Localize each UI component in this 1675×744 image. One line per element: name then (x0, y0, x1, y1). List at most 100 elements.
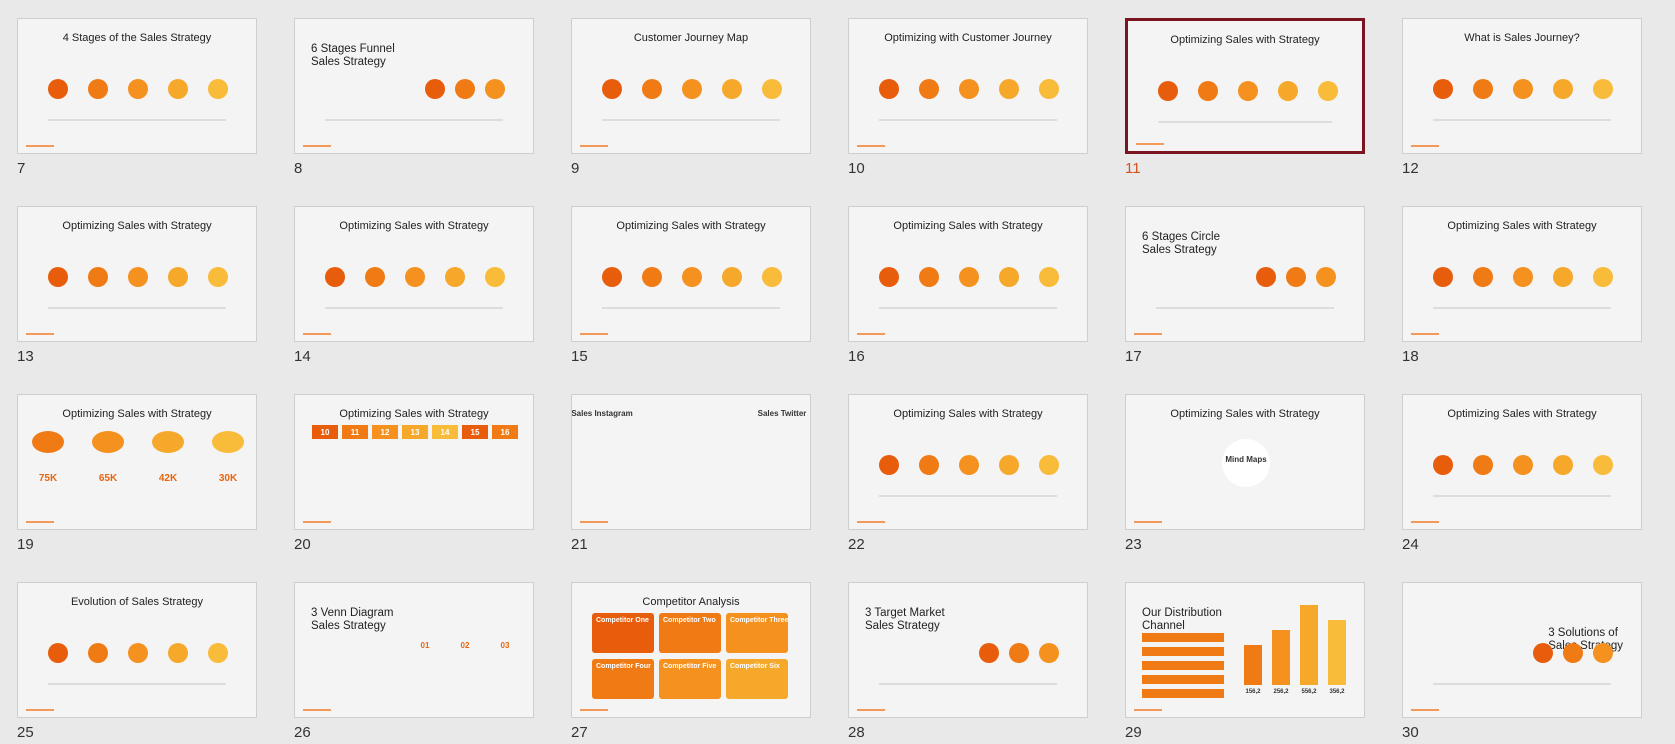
list-item (1142, 633, 1224, 642)
slide-title: Optimizing Sales with Strategy (62, 220, 212, 232)
slide-label: 03 (500, 641, 510, 650)
slide-thumbnail[interactable]: Sales Instagram Sales Twitter (571, 394, 811, 530)
header-cell (342, 425, 368, 439)
slide-thumbnail[interactable]: Optimizing Sales with Strategy (294, 206, 534, 342)
competitor-box: Competitor Five (659, 659, 721, 699)
decor-shape (1513, 267, 1533, 287)
footer-mark (1411, 145, 1439, 147)
decor-shape (455, 79, 475, 99)
slide-label: 02 (460, 641, 470, 650)
slide-thumbnail[interactable]: Optimizing Sales with Strategy (848, 394, 1088, 530)
slide-number: 23 (1125, 536, 1142, 553)
slide-thumbnail[interactable]: 3 Target Market Sales Strategy (848, 582, 1088, 718)
slide-title: 4 Stages of the Sales Strategy (62, 32, 212, 44)
decor-shape (1513, 79, 1533, 99)
slide-thumbnail[interactable]: Optimizing Sales with Strategy 10 11 12 13 14… (294, 394, 534, 530)
decor-line (1158, 121, 1332, 123)
pie-icon (152, 431, 184, 453)
slide-thumbnail[interactable]: What is Sales Journey? (1402, 18, 1642, 154)
footer-mark (303, 333, 331, 335)
header-cell (492, 425, 518, 439)
list-item (1142, 689, 1224, 698)
slide-thumbnail[interactable]: Optimizing Sales with Strategy (1402, 206, 1642, 342)
slide-thumbnail[interactable]: Evolution of Sales Strategy (17, 582, 257, 718)
decor-shape (1593, 643, 1613, 663)
footer-mark (303, 521, 331, 523)
footer-mark (303, 145, 331, 147)
header-cell (462, 425, 488, 439)
slide-thumbnail[interactable]: Competitor Analysis Competitor One Competi… (571, 582, 811, 718)
decor-shape (879, 455, 899, 475)
header-cell (372, 425, 398, 439)
slide-thumbnail[interactable]: 3 Solutions of Sales Strategy (1402, 582, 1642, 718)
footer-mark (26, 333, 54, 335)
slide-label: Mind Maps (1225, 455, 1267, 464)
list-item (1142, 675, 1224, 684)
decor-line (48, 307, 226, 309)
decor-shape (919, 267, 939, 287)
slide-label: 10 (320, 428, 330, 437)
slide-label: 65K (98, 473, 118, 484)
slide-thumbnail[interactable]: Optimizing Sales with Strategy 75K 65K 42K 3… (17, 394, 257, 530)
slide-title: Our Distribution Channel (1142, 607, 1222, 633)
decor-shape (1533, 643, 1553, 663)
title-line: 3 Venn Diagram (311, 607, 394, 619)
decor-shape (88, 643, 108, 663)
slide-label: 11 (350, 428, 360, 437)
decor-shape (1198, 81, 1218, 101)
decor-shape (959, 79, 979, 99)
competitor-label: Competitor Two (663, 617, 716, 624)
slide-number: 18 (1402, 348, 1419, 365)
decor-shape (1473, 79, 1493, 99)
slide-thumbnail[interactable]: Optimizing Sales with Strategy (1125, 18, 1365, 154)
slide-number: 13 (17, 348, 34, 365)
slide-label: 16 (500, 428, 510, 437)
slide-thumbnail[interactable]: Optimizing Sales with Strategy Mind Maps (1125, 394, 1365, 530)
slide-thumbnail[interactable]: Optimizing with Customer Journey (848, 18, 1088, 154)
decor-shape (208, 79, 228, 99)
slide-title: Optimizing Sales with Strategy (893, 408, 1043, 420)
title-line: Channel (1142, 620, 1185, 632)
footer-mark (1411, 521, 1439, 523)
competitor-label: Competitor One (596, 617, 649, 624)
decor-shape (405, 267, 425, 287)
decor-shape (979, 643, 999, 663)
slide-number: 22 (848, 536, 865, 553)
footer-mark (303, 709, 331, 711)
slide-thumbnail[interactable]: Optimizing Sales with Strategy (17, 206, 257, 342)
slide-thumbnail[interactable]: 6 Stages Circle Sales Strategy (1125, 206, 1365, 342)
decor-shape (1563, 643, 1583, 663)
slide-thumbnail[interactable]: Optimizing Sales with Strategy (1402, 394, 1642, 530)
competitor-box: Competitor One (592, 613, 654, 653)
decor-shape (1256, 267, 1276, 287)
decor-shape (642, 79, 662, 99)
slide-thumbnail[interactable]: 3 Venn Diagram Sales Strategy 01 02 03 (294, 582, 534, 718)
decor-shape (1009, 643, 1029, 663)
decor-shape (1286, 267, 1306, 287)
slide-thumbnail[interactable]: Optimizing Sales with Strategy (571, 206, 811, 342)
decor-shape (999, 79, 1019, 99)
decor-shape (128, 643, 148, 663)
decor-shape (602, 267, 622, 287)
slide-number: 29 (1125, 724, 1142, 741)
slide-thumbnail[interactable]: Customer Journey Map (571, 18, 811, 154)
decor-shape (1473, 267, 1493, 287)
slide-number: 14 (294, 348, 311, 365)
slide-thumbnail[interactable]: Our Distribution Channel 156,2 256,2 556,2 35… (1125, 582, 1365, 718)
slide-number: 9 (571, 160, 580, 177)
pie-icon (32, 431, 64, 453)
slide-thumbnail[interactable]: 4 Stages of the Sales Strategy (17, 18, 257, 154)
slide-thumbnail[interactable]: Optimizing Sales with Strategy (848, 206, 1088, 342)
competitor-label: Competitor Six (730, 663, 780, 670)
decor-shape (1593, 267, 1613, 287)
slide-thumbnail[interactable]: 6 Stages Funnel Sales Strategy (294, 18, 534, 154)
decor-shape (128, 267, 148, 287)
decor-shape (1039, 267, 1059, 287)
slide-label: Sales Twitter (757, 409, 807, 418)
slide-number: 30 (1402, 724, 1419, 741)
decor-shape (642, 267, 662, 287)
decor-shape (1278, 81, 1298, 101)
slide-title: Customer Journey Map (633, 32, 749, 44)
decor-shape (1593, 79, 1613, 99)
decor-line (602, 119, 780, 121)
